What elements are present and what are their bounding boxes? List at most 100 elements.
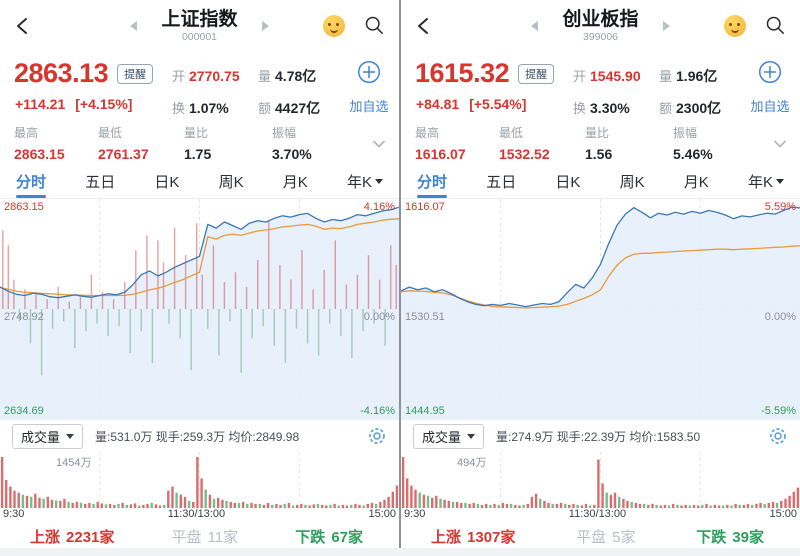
settings-gear-icon[interactable] [367,426,387,446]
open-value: 2770.75 [189,68,240,84]
open-stat: 开 1545.90 [573,66,641,85]
search-icon[interactable] [765,15,786,36]
period-tabs: 分时 五日 日K 周K 月K 年K [401,164,800,199]
price-row: 1615.32 提醒 [415,58,555,89]
unchanged-count: 11家 [207,528,239,546]
next-index-arrow-icon[interactable] [261,21,269,31]
tab-monthly-k[interactable]: 月K [283,164,308,198]
intraday-chart[interactable]: 1616.07 5.59% 1530.51 0.00% 1444.95 -5.5… [401,199,800,420]
time-axis: 9:30 11:30/13:00 15:00 [401,508,800,522]
add-watchlist-button[interactable]: 加自选 [342,60,396,115]
volume-chart[interactable]: 494万 [401,452,800,508]
amplitude-value: 5.46% [673,146,713,162]
volume-info-text: 量:274.9万 现手:22.39万 均价:1583.50 [496,429,701,444]
high-stat: 最高 1616.07 [415,124,466,162]
index-panel: 创业板指 399006 1615.32 提醒 +84.81 [+5.54%] 开… [401,0,800,556]
tab-intraday[interactable]: 分时 [417,164,447,198]
tab-daily-k[interactable]: 日K [555,164,580,198]
settings-gear-icon[interactable] [768,426,788,446]
volume-chart-svg [401,452,800,508]
index-code: 399006 [582,30,619,43]
alert-badge-button[interactable]: 提醒 [117,63,154,84]
prev-index-arrow-icon[interactable] [130,21,138,31]
price-change-row: +114.21 [+4.15%] [15,96,132,112]
next-index-arrow-icon[interactable] [662,21,670,31]
decliners-label: 下跌 [295,528,326,546]
unchanged-stat: 平盘 5家 [576,526,641,547]
tab-5day[interactable]: 五日 [85,164,115,198]
back-icon[interactable] [12,15,34,37]
volume-chart[interactable]: 1454万 [0,452,399,508]
decliners-stat: 下跌 39家 [696,526,770,547]
title-block: 上证指数 000001 [161,9,237,44]
time-close-label: 15:00 [368,508,396,520]
y-axis-top-label: 1616.07 [405,201,445,213]
panel-header: 创业板指 399006 [401,0,800,52]
chevron-down-icon [66,433,75,439]
high-value: 1616.07 [415,146,466,162]
high-stat: 最高 2863.15 [14,124,65,162]
time-close-label: 15:00 [769,508,797,520]
y-axis-bottom-label: 2634.69 [4,405,44,417]
index-title: 上证指数 [161,8,238,30]
amount-label: 额 [659,101,673,116]
price-change-pct: [+5.54%] [469,96,527,112]
tab-intraday[interactable]: 分时 [16,164,46,198]
amount-value: 4427亿 [275,100,321,116]
tab-yearly-k[interactable]: 年K [347,164,383,198]
volume-value: 1.96亿 [676,68,718,84]
prev-index-arrow-icon[interactable] [531,21,539,31]
pct-axis-bottom-label: -4.16% [360,405,395,417]
pct-axis-bottom-label: -5.59% [761,405,796,417]
amplitude-value: 3.70% [272,146,312,162]
bottom-divider-strip [0,548,800,556]
volume-label: 量 [258,69,272,84]
tab-weekly-k[interactable]: 周K [219,164,244,198]
mascot-emoji-icon[interactable] [323,15,345,37]
expand-chevron-icon[interactable] [371,136,387,157]
panel-header: 上证指数 000001 [0,0,399,52]
volume-toolbar: 成交量 量:274.9万 现手:22.39万 均价:1583.50 [401,420,800,452]
pct-axis-top-label: 4.16% [363,201,395,213]
tab-monthly-k[interactable]: 月K [684,164,709,198]
mascot-emoji-icon[interactable] [724,15,746,37]
tab-yearly-k[interactable]: 年K [748,164,784,198]
volume-ratio-stat: 量比 1.75 [184,124,211,162]
advancers-count: 1307家 [467,528,516,546]
volume-indicator-selector[interactable]: 成交量 [12,423,84,449]
low-value: 2761.37 [98,146,149,162]
add-watchlist-button[interactable]: 加自选 [743,60,797,115]
add-watchlist-label: 加自选 [349,99,389,114]
turnover-value: 1.07% [189,100,229,116]
tab-weekly-k[interactable]: 周K [620,164,645,198]
tab-5day[interactable]: 五日 [486,164,516,198]
volume-chart-svg [0,452,399,508]
volume-indicator-selector[interactable]: 成交量 [413,423,485,449]
search-icon[interactable] [364,15,385,36]
intraday-chart[interactable]: 2863.15 4.16% 2748.92 0.00% 2634.69 -4.1… [0,199,399,420]
tab-label: 五日 [486,173,517,191]
turnover-value: 3.30% [590,100,630,116]
market-breadth-row: 上涨 1307家 平盘 5家 下跌 39家 [401,522,800,550]
amplitude-label: 振幅 [673,126,698,140]
tab-daily-k[interactable]: 日K [154,164,179,198]
decliners-count: 39家 [732,528,764,546]
volume-info-text: 量:531.0万 现手:259.3万 均价:2849.98 [95,429,300,444]
back-icon[interactable] [413,15,435,37]
tab-label: 年K [747,173,773,191]
expand-chevron-icon[interactable] [772,136,788,157]
panel-divider [399,0,401,556]
tab-label: 五日 [85,173,116,191]
price-change-pct: [+4.15%] [75,96,133,112]
volume-label: 量 [659,69,673,84]
market-breadth-row: 上涨 2231家 平盘 11家 下跌 67家 [0,522,399,550]
price-change-row: +84.81 [+5.54%] [416,96,526,112]
intraday-chart-svg [401,199,800,419]
tab-label: 年K [346,173,372,191]
advancers-label: 上涨 [30,528,61,546]
high-label: 最高 [14,126,39,140]
y-axis-mid-label: 1530.51 [405,311,445,323]
volume-max-label: 1454万 [56,457,92,469]
alert-badge-button[interactable]: 提醒 [518,63,555,84]
